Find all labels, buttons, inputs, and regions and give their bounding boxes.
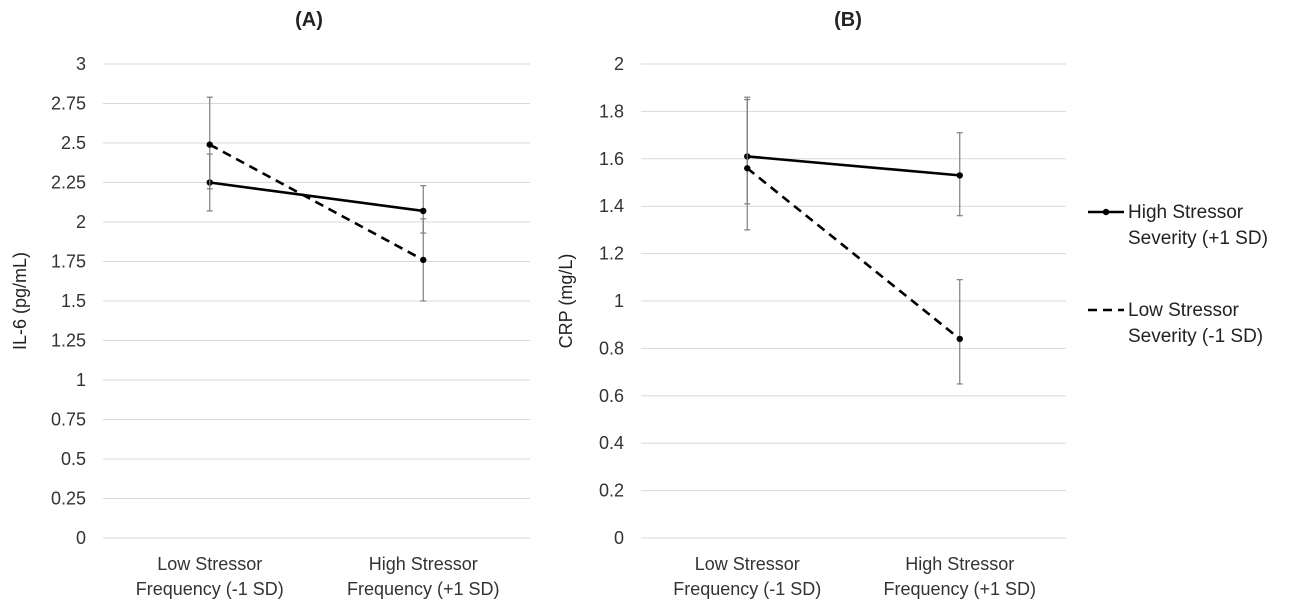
panel-b-y-tick-label: 2: [614, 54, 624, 74]
panel-a-series-low-severity-line: [209, 143, 424, 262]
legend-item-low-severity-label-line: Low Stressor: [1128, 300, 1240, 321]
panel-a-y-tick-label: 1: [76, 370, 86, 390]
panel-a: (A) 0 0.25 0.5 0.75 1 1.25 1.5 1.75 2 2.25 2.5 2.75 3…: [10, 9, 530, 599]
panel-a-title: (A): [295, 9, 323, 31]
panel-a-x-category-label: Low Stressor Frequency (-1 SD): [136, 554, 284, 599]
panel-b: (B) 0 0.2 0.4 0.6 0.8 1 1.2 1.4 1.6 1.8 2 CRP (mg/L)…: [556, 9, 1066, 599]
panel-b-y-tick-label: 0.8: [599, 338, 624, 358]
legend-item-low-severity: Low Stressor Severity (-1 SD): [1088, 300, 1263, 347]
panel-a-y-tick-label: 3: [76, 54, 86, 74]
panel-b-series-low-severity-point: [956, 335, 963, 343]
panel-b-y-tick-label: 0.2: [599, 481, 624, 501]
panel-a-x-category-label-line: Frequency (-1 SD): [136, 579, 284, 599]
panel-b-x-category-label: Low Stressor Frequency (-1 SD): [673, 554, 821, 599]
panel-b-x-category-label: High Stressor Frequency (+1 SD): [883, 554, 1036, 599]
panel-b-title: (B): [834, 9, 862, 31]
panel-a-y-tick-label: 2.25: [51, 173, 86, 193]
panel-b-series-low-severity-line: [746, 167, 961, 340]
panel-a-y-tick-label: 0.5: [61, 449, 86, 469]
panel-a-series-high-severity-point: [420, 207, 427, 215]
panel-a-series-high-severity-line: [209, 181, 424, 213]
panel-b-y-tick-label: 1.6: [599, 149, 624, 169]
panel-b-x-category-label-line: Low Stressor: [695, 554, 800, 574]
panel-a-y-tick-label: 1.25: [51, 331, 86, 351]
legend: High Stressor Severity (+1 SD) Low Stresso…: [1088, 202, 1268, 347]
panel-a-x-category-label-line: High Stressor: [369, 554, 478, 574]
panel-b-y-axis-label: CRP (mg/L): [556, 254, 576, 349]
legend-item-high-severity-label-line: Severity (+1 SD): [1128, 228, 1268, 249]
panel-a-series-low-severity-point: [206, 141, 213, 148]
panel-a-series-low-severity-point: [420, 256, 427, 264]
legend-item-high-severity: High Stressor Severity (+1 SD): [1088, 202, 1268, 249]
panel-a-y-tick-label: 0: [76, 528, 86, 548]
legend-item-high-severity-label: High Stressor Severity (+1 SD): [1128, 202, 1268, 249]
panel-a-y-tick-label: 1.75: [51, 252, 86, 272]
panel-b-series-high-severity-point: [956, 172, 963, 179]
panel-b-x-category-label-line: High Stressor: [905, 554, 1014, 574]
legend-item-high-severity-marker: [1102, 208, 1110, 216]
panel-b-series-low-severity-point: [744, 165, 751, 172]
panel-b-y-tick-label: 1.4: [599, 196, 624, 216]
panel-b-y-tick-label: 0: [614, 528, 624, 548]
legend-item-high-severity-label-line: High Stressor: [1128, 202, 1244, 223]
panel-a-y-tick-label: 2.75: [51, 94, 86, 114]
panel-b-x-category-label-line: Frequency (+1 SD): [883, 579, 1036, 599]
legend-item-low-severity-label-line: Severity (-1 SD): [1128, 326, 1263, 347]
panel-a-y-tick-label: 1.5: [61, 291, 86, 311]
panel-b-y-tick-label: 1: [614, 291, 624, 311]
panel-a-y-tick-label: 2: [76, 212, 86, 232]
panel-b-y-tick-label: 0.4: [599, 433, 624, 453]
panel-a-x-category-label: High Stressor Frequency (+1 SD): [347, 554, 500, 599]
panel-b-series-high-severity-line: [747, 155, 960, 177]
panel-b-y-tick-label: 1.2: [599, 244, 624, 264]
panel-a-x-category-label-line: Low Stressor: [157, 554, 262, 574]
panel-b-y-tick-label: 1.8: [599, 101, 624, 121]
panel-b-x-category-label-line: Frequency (-1 SD): [673, 579, 821, 599]
panel-a-y-tick-label: 0.25: [51, 489, 86, 509]
panel-a-x-category-label-line: Frequency (+1 SD): [347, 579, 500, 599]
panel-a-y-tick-label: 2.5: [61, 133, 86, 153]
panel-b-y-tick-label: 0.6: [599, 386, 624, 406]
panel-a-y-tick-label: 0.75: [51, 410, 86, 430]
panel-a-y-axis-label: IL-6 (pg/mL): [10, 252, 30, 350]
legend-item-low-severity-label: Low Stressor Severity (-1 SD): [1128, 300, 1263, 347]
